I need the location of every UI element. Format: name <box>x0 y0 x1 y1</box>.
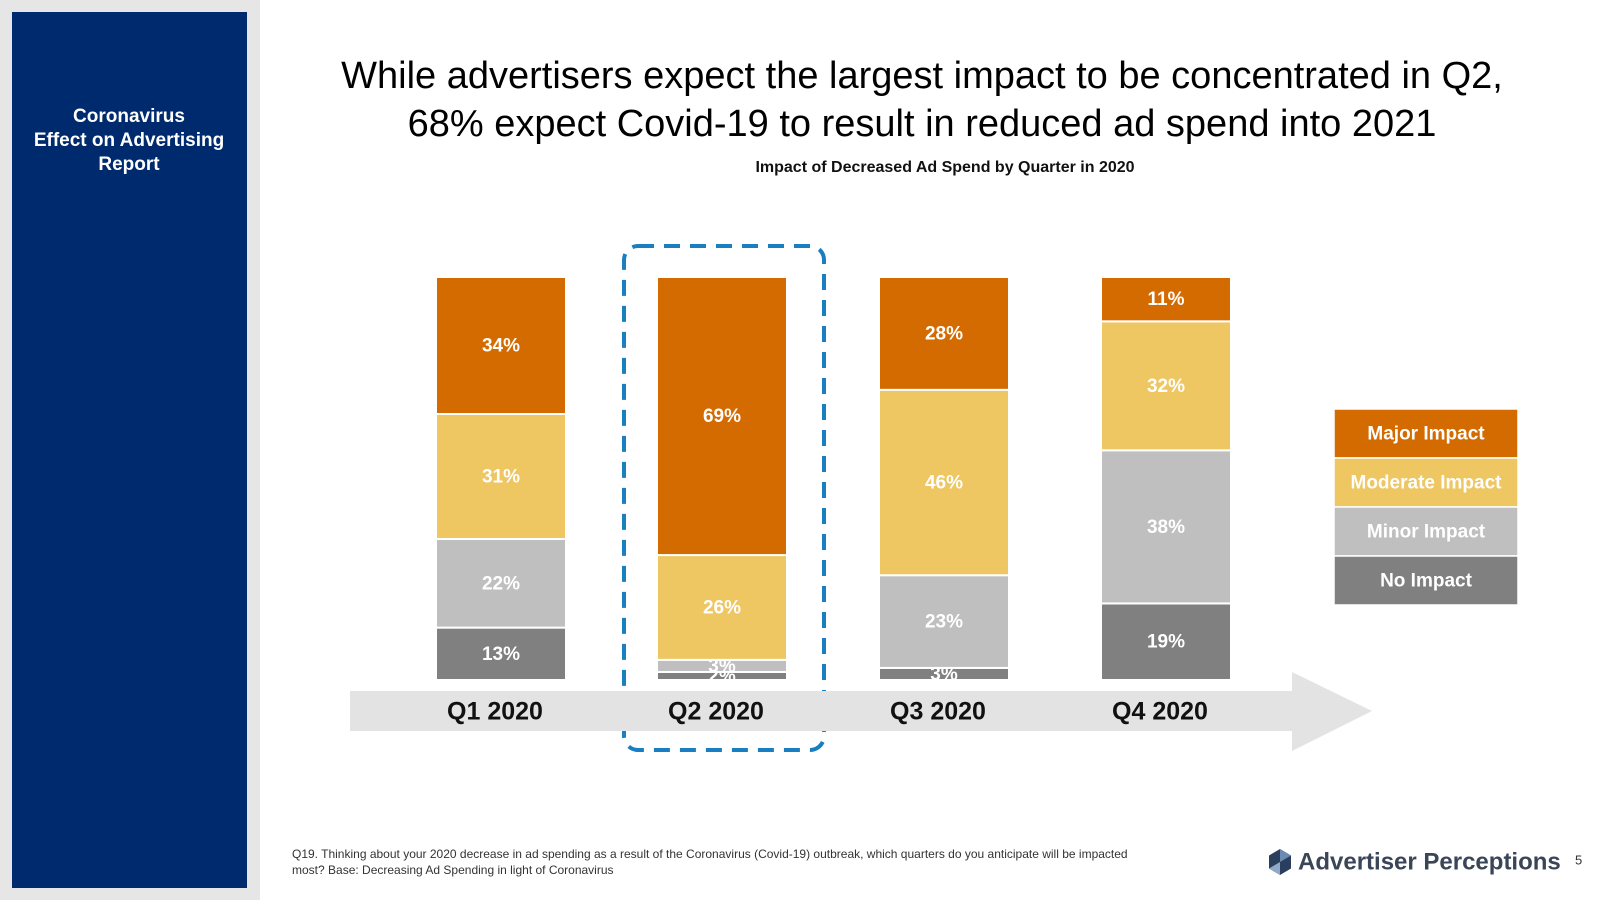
legend-swatch <box>1333 506 1519 557</box>
value-label: 22% <box>482 573 520 594</box>
value-label: 31% <box>482 467 520 488</box>
x-tick-label: Q3 2020 <box>890 698 986 726</box>
bar-segment <box>1100 276 1232 323</box>
highlight-box <box>622 244 826 752</box>
sidebar-title: Report <box>98 154 160 175</box>
value-label: 46% <box>925 473 963 494</box>
value-label: 13% <box>482 644 520 665</box>
value-label: 19% <box>1147 632 1185 653</box>
timeline-arrow <box>350 672 1372 751</box>
bar-segment <box>878 574 1010 669</box>
legend-label: Minor Impact <box>1367 522 1486 543</box>
value-label: 32% <box>1147 376 1185 397</box>
legend-label: Major Impact <box>1367 424 1485 445</box>
legend-swatch <box>1333 408 1519 459</box>
logo-text: Advertiser Perceptions <box>1298 848 1561 875</box>
value-label: 3% <box>930 664 958 685</box>
sidebar-title: Coronavirus <box>73 106 185 127</box>
value-label: 69% <box>703 406 741 427</box>
value-label: 11% <box>1148 289 1185 310</box>
chart-subtitle: Impact of Decreased Ad Spend by Quarter … <box>755 159 1134 176</box>
x-tick-label: Q4 2020 <box>1112 698 1208 726</box>
sidebar <box>12 12 247 888</box>
value-label: 34% <box>482 336 520 357</box>
legend-swatch <box>1333 555 1519 606</box>
value-label: 26% <box>703 597 741 618</box>
x-tick-label: Q2 2020 <box>668 698 764 726</box>
bar-segment <box>656 276 788 557</box>
bar-segment <box>435 626 567 681</box>
logo-icon <box>1269 849 1291 875</box>
legend-label: No Impact <box>1380 571 1473 592</box>
slide-title: 68% expect Covid-19 to result in reduced… <box>408 103 1437 145</box>
legend-swatch <box>1333 457 1519 508</box>
sidebar-title: Effect on Advertising <box>34 130 224 151</box>
bar-segment <box>878 388 1010 577</box>
logo-facet <box>1269 862 1280 875</box>
bar-segment <box>435 276 567 416</box>
bar-segment <box>1100 320 1232 452</box>
bar-segment <box>656 554 788 661</box>
footnote: Q19. Thinking about your 2020 decrease i… <box>292 847 1128 861</box>
bar-segment <box>878 276 1010 391</box>
value-label: 38% <box>1147 517 1185 538</box>
value-label: 23% <box>925 612 963 633</box>
page-number: 5 <box>1575 852 1582 867</box>
x-tick-label: Q1 2020 <box>447 698 543 726</box>
legend-label: Moderate Impact <box>1351 473 1503 494</box>
logo-facet <box>1280 849 1291 862</box>
bar-segment <box>435 413 567 540</box>
footnote: most? Base: Decreasing Ad Spending in li… <box>292 863 614 877</box>
value-label: 28% <box>925 323 963 344</box>
slide-title: While advertisers expect the largest imp… <box>341 55 1503 97</box>
value-label: 3% <box>708 656 736 677</box>
